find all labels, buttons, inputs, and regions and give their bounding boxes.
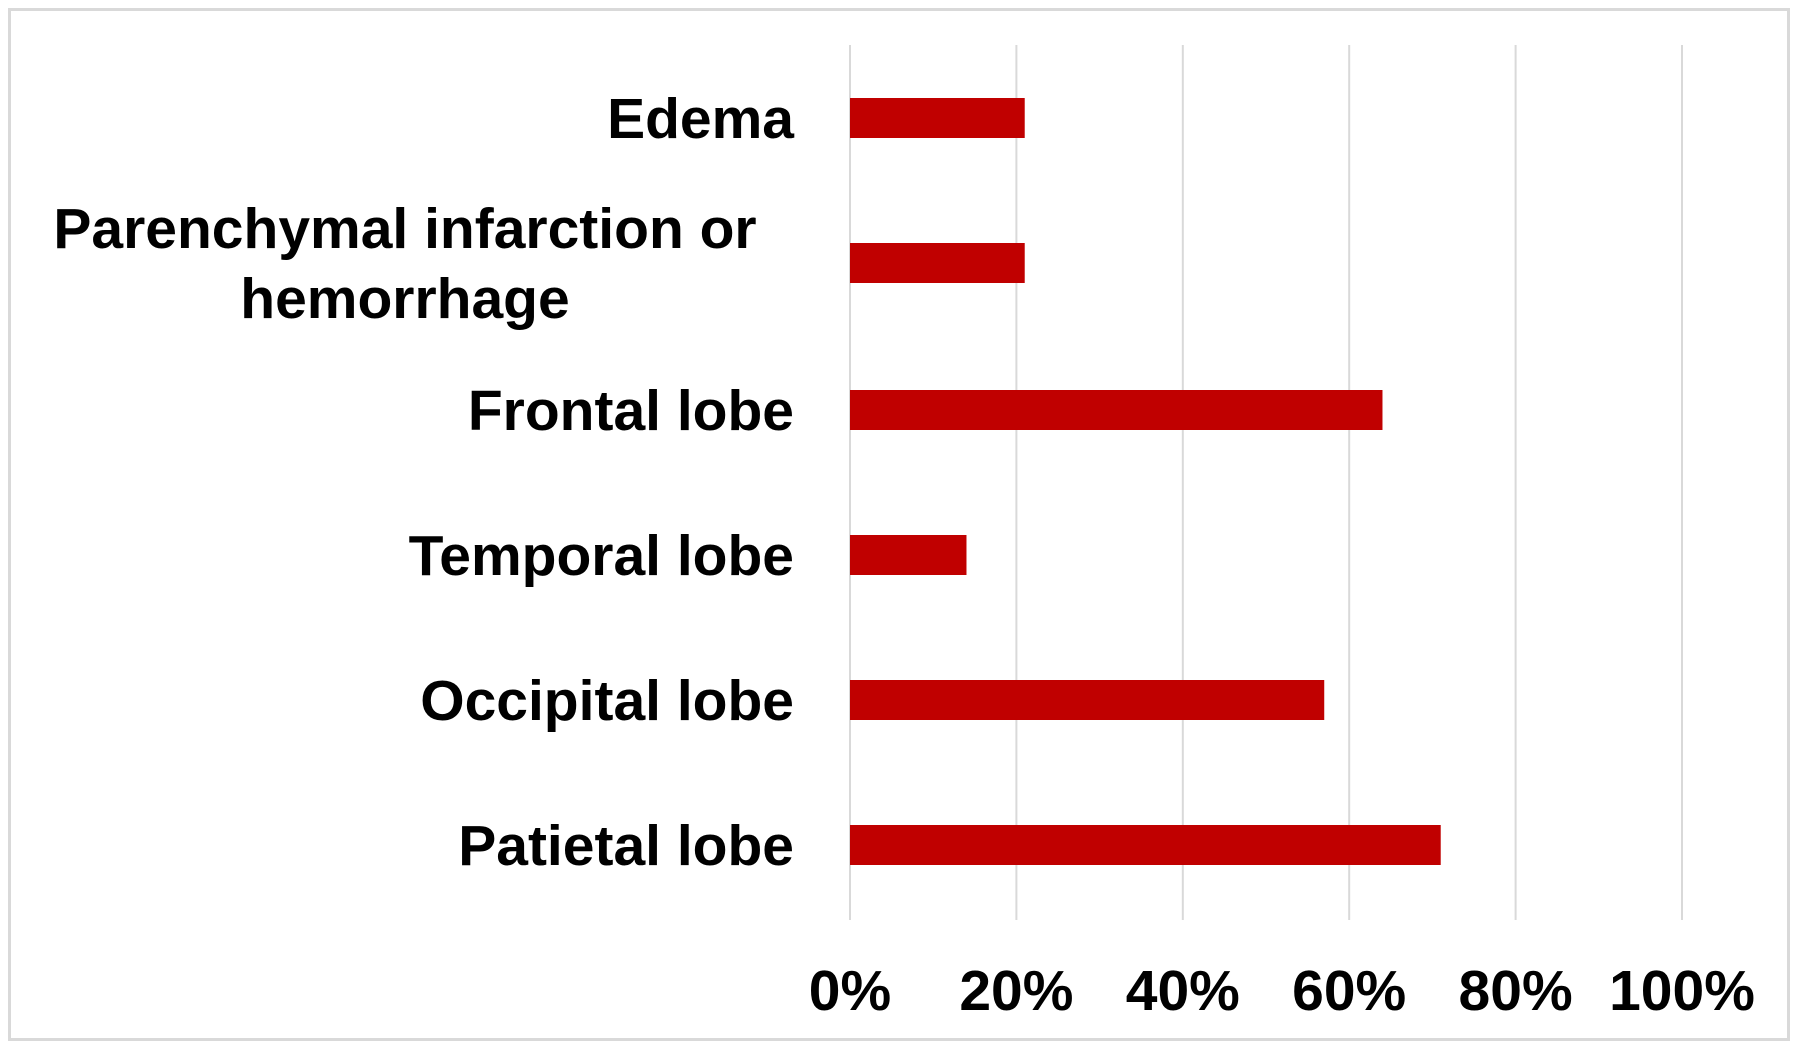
category-label-line: hemorrhage	[240, 267, 569, 331]
x-tick-label: 60%	[1292, 959, 1406, 1023]
category-label-line: Occipital lobe	[420, 669, 794, 733]
gridlines	[849, 45, 1683, 920]
category-labels: Edema Parenchymal infarction or hemorrhage…	[53, 87, 795, 878]
category-label-line: Temporal lobe	[409, 524, 794, 588]
category-label: Occipital lobe	[420, 669, 794, 733]
category-label: Edema	[607, 87, 795, 151]
bar	[850, 390, 1383, 430]
category-label-line: Frontal lobe	[468, 379, 794, 443]
bar	[850, 825, 1441, 865]
category-label: Parenchymal infarction or hemorrhage	[53, 197, 756, 331]
x-tick-label: 0%	[809, 959, 891, 1023]
bar	[850, 680, 1325, 720]
category-label: Frontal lobe	[468, 379, 794, 443]
chart-frame	[8, 8, 1790, 1041]
x-tick-label: 20%	[959, 959, 1073, 1023]
x-axis-tick-labels: 0% 20% 40% 60% 80% 100%	[809, 959, 1755, 1023]
category-label: Patietal lobe	[458, 814, 794, 878]
bar	[850, 243, 1025, 283]
x-tick-label: 100%	[1609, 959, 1755, 1023]
x-tick-label: 40%	[1126, 959, 1240, 1023]
bars	[850, 98, 1441, 865]
bar	[850, 98, 1025, 138]
bar	[850, 535, 967, 575]
category-label-line: Patietal lobe	[458, 814, 794, 878]
category-label-line: Parenchymal infarction or	[53, 197, 756, 261]
category-label-line: Edema	[607, 87, 795, 151]
category-label: Temporal lobe	[409, 524, 794, 588]
x-tick-label: 80%	[1459, 959, 1573, 1023]
